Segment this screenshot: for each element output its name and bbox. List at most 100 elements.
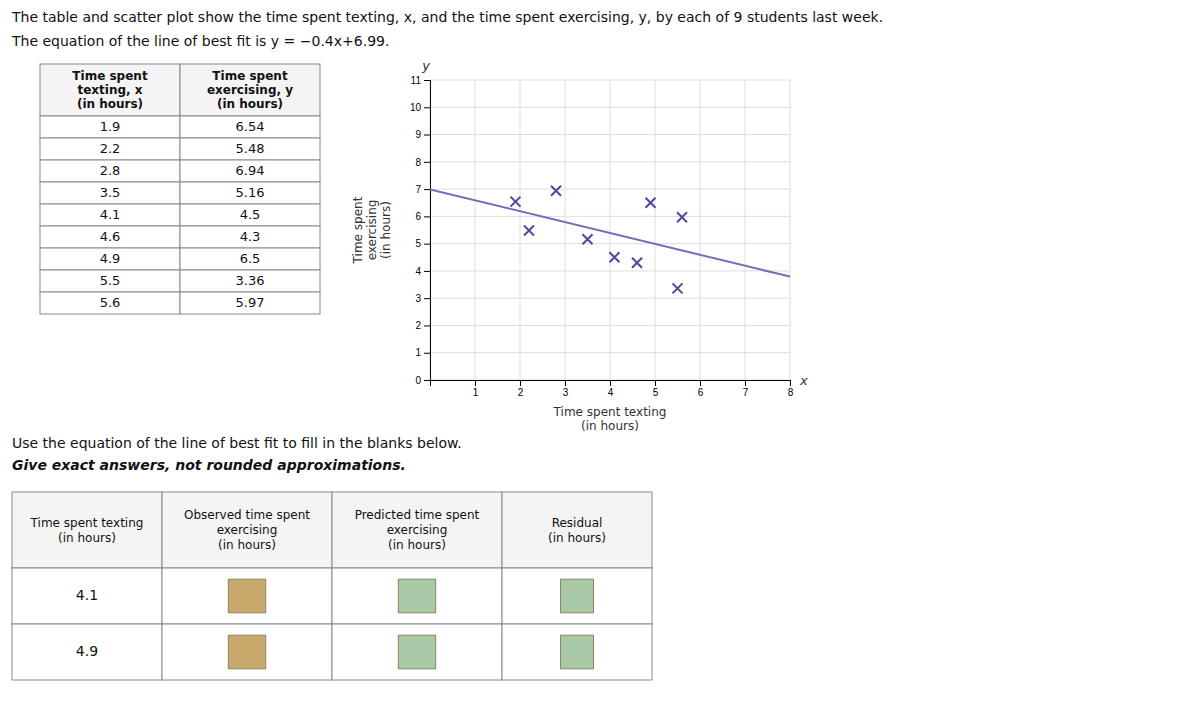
answer-cell [12, 568, 162, 624]
x-tick-mark [700, 380, 701, 386]
input-box [398, 635, 435, 669]
y-tick: 1 [415, 347, 430, 358]
marks [430, 186, 790, 294]
y-tick-mark [424, 80, 430, 81]
grid-line [475, 80, 476, 380]
grid-line [520, 80, 521, 380]
answer-cell [332, 568, 502, 624]
answer-cell [502, 568, 652, 624]
point [632, 258, 642, 268]
y-tick: 2 [415, 320, 430, 331]
x-tick-label: 4 [608, 387, 614, 398]
instruction: Give exact answers, not rounded approxim… [12, 457, 406, 473]
table-cell [180, 182, 320, 204]
y-tick: 11 [411, 75, 430, 86]
table-cell [180, 138, 320, 160]
table-header-cell [180, 64, 320, 116]
answer-header: Residual(in hours) [548, 515, 606, 544]
answer-cell [162, 568, 332, 624]
grid-line [430, 270, 790, 271]
table-cell-text: 5.16 [236, 185, 265, 200]
annotation: x [799, 373, 808, 388]
y-tick: 9 [415, 129, 430, 140]
grid-line [610, 80, 611, 380]
answer-cell [502, 624, 652, 680]
y-tick-label: 10 [410, 102, 422, 113]
table-header: Time spentexercising, y(in hours) [207, 69, 293, 111]
grid [430, 80, 790, 380]
y-tick-label: 1 [415, 347, 421, 358]
table-cell-text: 2.8 [100, 163, 121, 178]
instruction: Use the equation of the line of best fit… [12, 435, 462, 451]
grid-line [430, 325, 790, 326]
table-cell-text: 2.2 [100, 141, 121, 156]
annotation: y [421, 58, 430, 73]
point [673, 283, 683, 293]
y-tick-label: 3 [415, 293, 421, 304]
x-tick: 8 [788, 380, 794, 398]
y-tick-mark [424, 107, 430, 108]
answer-header-cell [332, 492, 502, 568]
x-tick-mark [745, 380, 746, 386]
grid-line [745, 80, 746, 380]
point [646, 198, 656, 208]
x-axis: 12345678 [431, 380, 794, 398]
y-tick-label: 0 [415, 375, 421, 386]
y-tick-label: 9 [415, 129, 421, 140]
best-fit-line [430, 189, 790, 276]
table-cell [40, 204, 180, 226]
table-cell-text: 3.36 [236, 273, 265, 288]
y-axis: 01234567891011 [410, 75, 431, 386]
x-tick-mark [790, 380, 791, 386]
grid-line [430, 352, 790, 353]
x-tick-label: 6 [698, 387, 704, 398]
point [511, 197, 521, 207]
table-cell [180, 160, 320, 182]
grid-line [655, 80, 656, 380]
y-tick: 0 [415, 375, 430, 386]
table-cell [40, 270, 180, 292]
y-tick-mark [424, 162, 430, 163]
x-tick: 2 [518, 380, 524, 398]
table-cell-text: 6.54 [236, 119, 265, 134]
table-cell-text: 1.9 [100, 119, 121, 134]
table-cell [40, 226, 180, 248]
answer-header: Predicted time spentexercising(in hours) [355, 508, 480, 552]
input-box [398, 579, 435, 613]
table-cell [40, 182, 180, 204]
table-cell [180, 226, 320, 248]
point [551, 186, 561, 196]
grid-line [430, 80, 790, 81]
x-tick-label: 2 [518, 387, 524, 398]
table-cell-text: 5.6 [100, 295, 121, 310]
table-cell-text: 4.9 [100, 251, 121, 266]
answer-header-cell [12, 492, 162, 568]
input-box [561, 635, 594, 669]
table-cell [40, 160, 180, 182]
x-tick-label: 5 [653, 387, 659, 398]
table-cell [40, 116, 180, 138]
x-axis-line [431, 381, 791, 387]
plot: 1234567801234567891011 [410, 75, 794, 398]
answer-header-cell [162, 492, 332, 568]
x-tick-label: 3 [563, 387, 569, 398]
answer-cell [162, 624, 332, 680]
x-tick-mark [610, 380, 611, 386]
table-cell-text: 4.6 [100, 229, 121, 244]
y-tick-label: 11 [411, 75, 422, 86]
y-tick: 6 [415, 211, 430, 222]
table-cell [40, 138, 180, 160]
y-tick-mark [424, 353, 430, 354]
y-tick-mark [424, 135, 430, 136]
table-cell-text: 5.97 [236, 295, 265, 310]
point [610, 252, 620, 262]
table-cell-text: 6.5 [240, 251, 261, 266]
grid-line [700, 80, 701, 380]
x-tick-label: 8 [788, 387, 794, 398]
table-cell-text: 5.48 [236, 141, 265, 156]
point [583, 234, 593, 244]
y-tick: 8 [415, 157, 430, 168]
table-cell [180, 116, 320, 138]
x-tick: 3 [563, 380, 569, 398]
y-tick-mark [424, 189, 430, 190]
